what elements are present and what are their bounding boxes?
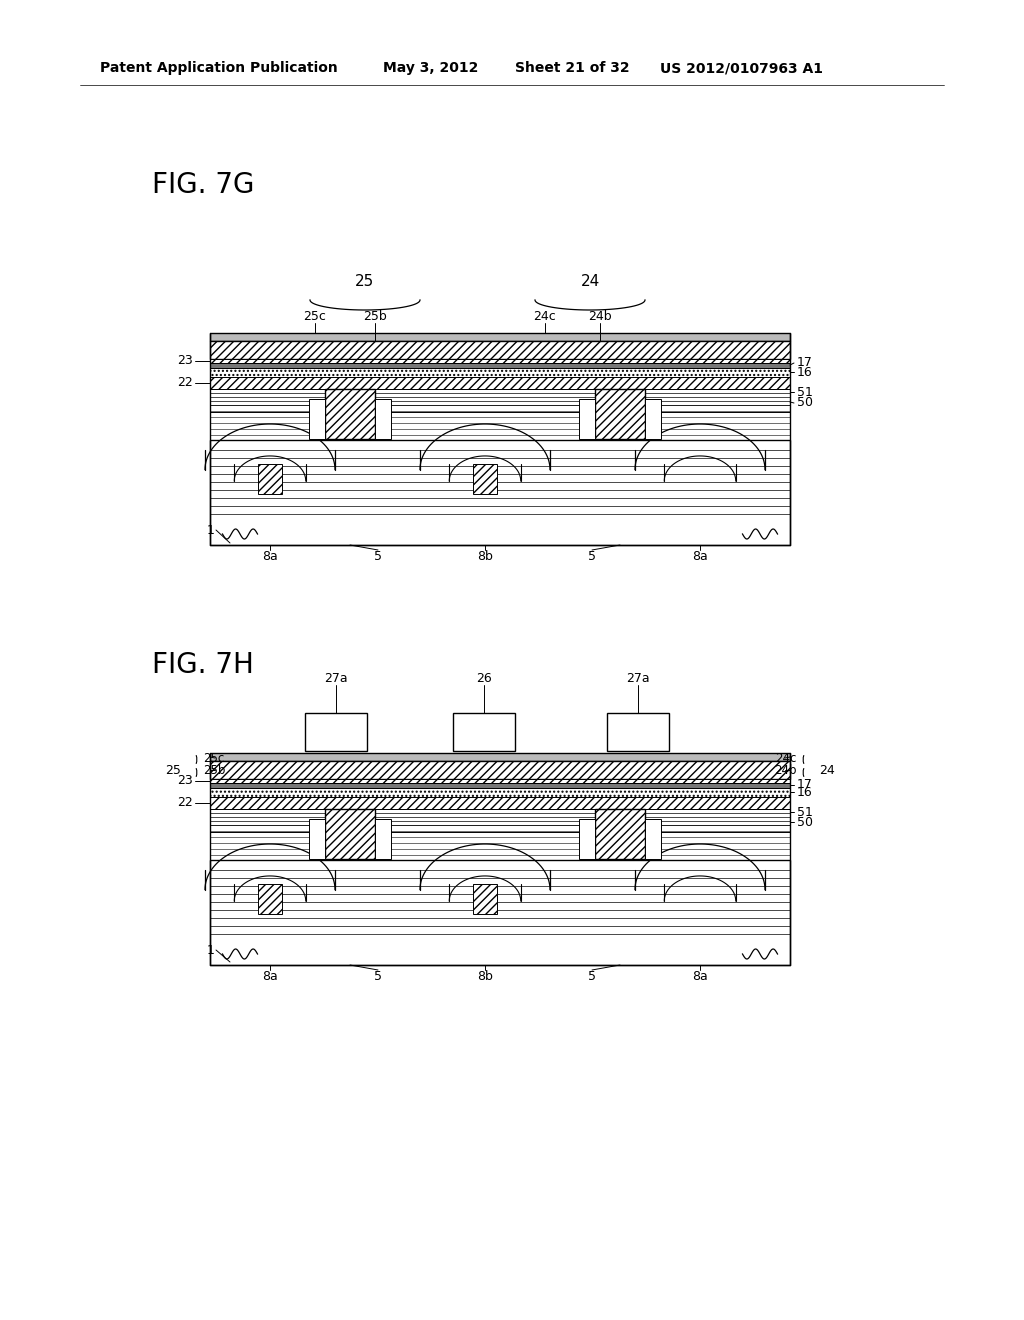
- Text: 24c: 24c: [534, 309, 556, 322]
- Text: 16: 16: [797, 366, 813, 379]
- Bar: [473, 465, 497, 494]
- Bar: [210, 368, 790, 378]
- Bar: [210, 809, 790, 832]
- Text: 5: 5: [588, 970, 596, 983]
- Text: 8a: 8a: [692, 970, 708, 983]
- Bar: [210, 440, 790, 545]
- Text: 16: 16: [797, 785, 813, 799]
- Text: US 2012/0107963 A1: US 2012/0107963 A1: [660, 61, 823, 75]
- Text: Sheet 21 of 32: Sheet 21 of 32: [515, 61, 630, 75]
- Text: 8b: 8b: [477, 549, 493, 562]
- Bar: [210, 788, 790, 797]
- Text: 25: 25: [355, 275, 375, 289]
- Text: 25c: 25c: [203, 751, 224, 764]
- Text: 1: 1: [207, 944, 215, 957]
- Bar: [210, 363, 790, 368]
- Bar: [210, 389, 790, 412]
- Bar: [325, 389, 375, 440]
- Text: 23: 23: [177, 775, 193, 788]
- Bar: [210, 797, 790, 809]
- Bar: [645, 399, 662, 440]
- Text: 51: 51: [797, 385, 813, 399]
- Text: 24: 24: [581, 275, 600, 289]
- Text: 50: 50: [797, 396, 813, 409]
- Bar: [473, 884, 497, 913]
- Bar: [210, 378, 790, 389]
- Bar: [210, 333, 790, 341]
- Text: 27a: 27a: [325, 672, 348, 685]
- Bar: [210, 783, 790, 788]
- Text: 26: 26: [476, 672, 492, 685]
- Text: 25b: 25b: [364, 309, 387, 322]
- Text: 1: 1: [207, 524, 215, 536]
- Bar: [325, 809, 375, 859]
- Text: 24b: 24b: [774, 763, 797, 776]
- Bar: [210, 752, 790, 762]
- Bar: [309, 818, 325, 859]
- Text: May 3, 2012: May 3, 2012: [383, 61, 478, 75]
- Bar: [210, 341, 790, 359]
- Text: 5: 5: [374, 970, 382, 983]
- Bar: [579, 399, 595, 440]
- Text: 24c: 24c: [775, 751, 797, 764]
- Bar: [258, 884, 282, 913]
- Text: 27a: 27a: [627, 672, 650, 685]
- Text: 8a: 8a: [262, 970, 278, 983]
- Text: 22: 22: [177, 796, 193, 809]
- Text: 51: 51: [797, 805, 813, 818]
- Text: 24b: 24b: [588, 309, 611, 322]
- Text: 22: 22: [177, 376, 193, 389]
- Text: 5: 5: [588, 549, 596, 562]
- Text: 8b: 8b: [477, 970, 493, 983]
- Text: 23: 23: [177, 355, 193, 367]
- Bar: [258, 465, 282, 494]
- Text: FIG. 7H: FIG. 7H: [152, 651, 254, 678]
- Text: 25c: 25c: [303, 309, 327, 322]
- Bar: [453, 713, 515, 751]
- Bar: [210, 779, 790, 783]
- Text: 24: 24: [819, 764, 835, 777]
- Text: 8a: 8a: [692, 549, 708, 562]
- Text: FIG. 7G: FIG. 7G: [152, 172, 254, 199]
- Text: 8a: 8a: [262, 549, 278, 562]
- Bar: [579, 818, 595, 859]
- Text: Patent Application Publication: Patent Application Publication: [100, 61, 338, 75]
- Text: 25: 25: [165, 764, 181, 777]
- Bar: [595, 809, 645, 859]
- Bar: [309, 399, 325, 440]
- Text: 5: 5: [374, 549, 382, 562]
- Bar: [305, 713, 367, 751]
- Text: 17: 17: [797, 356, 813, 370]
- Bar: [210, 861, 790, 965]
- Text: 25b: 25b: [203, 763, 225, 776]
- Bar: [210, 762, 790, 779]
- Bar: [607, 713, 669, 751]
- Bar: [375, 399, 391, 440]
- Bar: [210, 359, 790, 363]
- Bar: [375, 818, 391, 859]
- Bar: [645, 818, 662, 859]
- Text: 17: 17: [797, 779, 813, 792]
- Bar: [595, 389, 645, 440]
- Text: 50: 50: [797, 816, 813, 829]
